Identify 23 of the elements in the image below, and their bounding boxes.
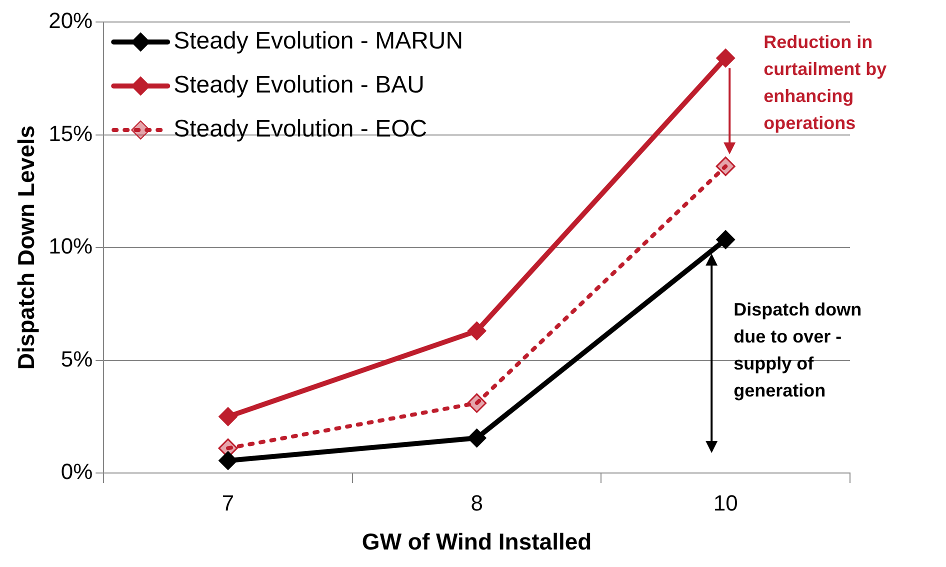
y-tick-label: 15% — [48, 120, 93, 146]
point — [716, 230, 736, 250]
point — [467, 428, 486, 448]
x-axis-title: GW of Wind Installed — [362, 528, 592, 555]
annotation: Reduction in curtailment by enhancing operations — [764, 32, 887, 134]
point — [716, 48, 736, 68]
x-tick-label: 8 — [470, 490, 483, 516]
annotation: Dispatch down due to over - supply of generation — [734, 300, 862, 401]
y-tick-label: 10% — [48, 234, 93, 259]
legend-label: Steady Evolution - MARUN — [174, 28, 464, 55]
y-axis-title: Dispatch Down Levels — [13, 125, 40, 370]
legend-label: Steady Evolution - BAU — [174, 72, 424, 99]
legend-label: Steady Evolution - EOC — [174, 116, 428, 143]
point — [218, 407, 238, 426]
y-tick-label: 0% — [60, 459, 93, 484]
point — [716, 156, 736, 176]
point — [218, 451, 238, 470]
x-tick-label: 7 — [222, 490, 234, 516]
x-tick-label: 10 — [713, 490, 738, 516]
point — [467, 393, 487, 413]
y-tick-label: 20% — [48, 8, 93, 34]
y-tick-label: 5% — [60, 346, 93, 372]
point — [467, 321, 486, 340]
